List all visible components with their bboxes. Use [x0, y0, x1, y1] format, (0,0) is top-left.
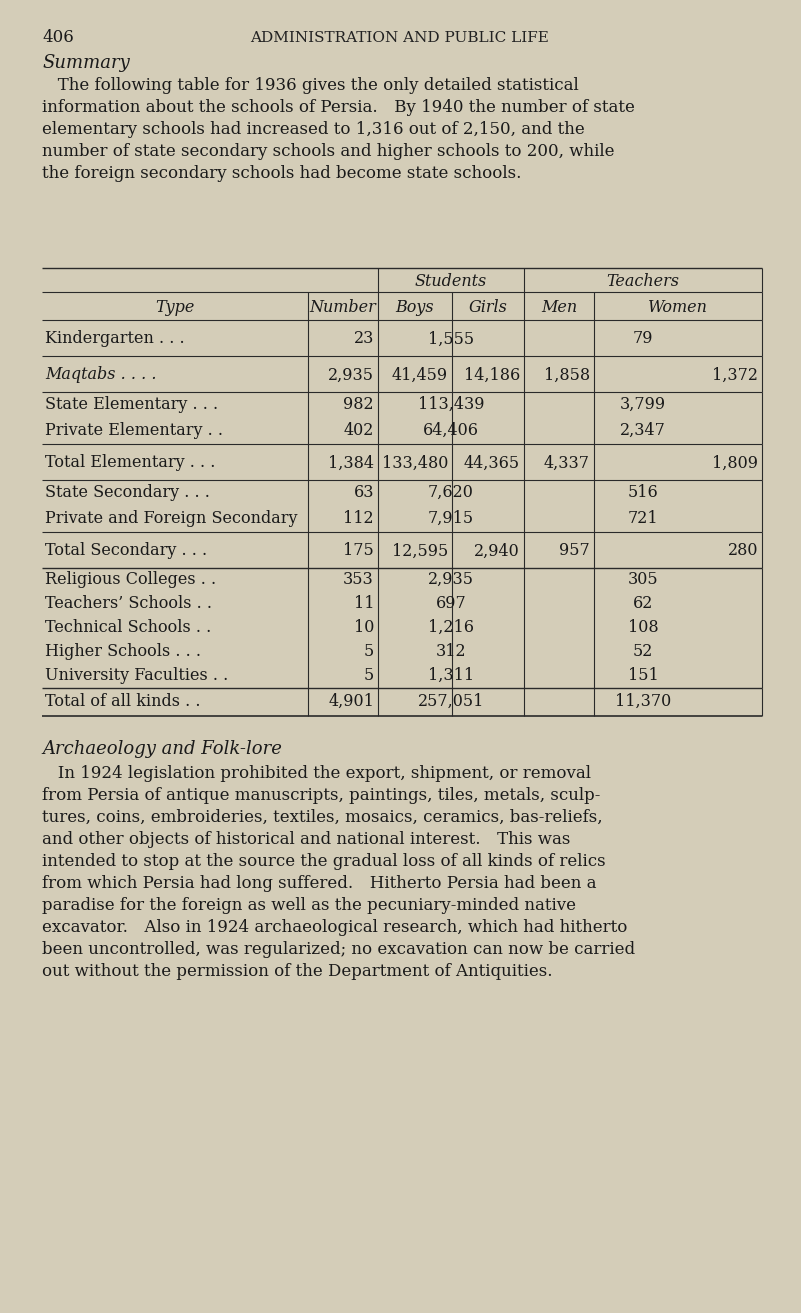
- Text: Students: Students: [415, 273, 487, 290]
- Text: 112: 112: [344, 509, 374, 527]
- Text: Archaeology and Folk-lore: Archaeology and Folk-lore: [42, 741, 282, 758]
- Text: 11: 11: [353, 595, 374, 612]
- Text: Number: Number: [310, 299, 376, 316]
- Text: 406: 406: [42, 29, 74, 46]
- Text: 11,370: 11,370: [615, 693, 671, 710]
- Text: 982: 982: [344, 397, 374, 412]
- Text: information about the schools of Persia. By 1940 the number of state: information about the schools of Persia.…: [42, 98, 635, 116]
- Text: 10: 10: [353, 618, 374, 635]
- Text: excavator. Also in 1924 archaeological research, which had hitherto: excavator. Also in 1924 archaeological r…: [42, 919, 627, 936]
- Text: 257,051: 257,051: [418, 693, 484, 710]
- Text: 62: 62: [633, 595, 653, 612]
- Text: 12,595: 12,595: [392, 542, 448, 559]
- Text: out without the permission of the Department of Antiquities.: out without the permission of the Depart…: [42, 962, 553, 979]
- Text: Private and Foreign Secondary: Private and Foreign Secondary: [45, 509, 297, 527]
- Text: 63: 63: [353, 484, 374, 500]
- Text: 280: 280: [727, 542, 758, 559]
- Text: been uncontrolled, was regularized; no excavation can now be carried: been uncontrolled, was regularized; no e…: [42, 941, 635, 958]
- Text: 2,935: 2,935: [328, 366, 374, 383]
- Text: ADMINISTRATION AND PUBLIC LIFE: ADMINISTRATION AND PUBLIC LIFE: [251, 32, 549, 45]
- Text: State Secondary . . .: State Secondary . . .: [45, 484, 210, 500]
- Text: tures, coins, embroideries, textiles, mosaics, ceramics, bas-reliefs,: tures, coins, embroideries, textiles, mo…: [42, 809, 602, 826]
- Text: number of state secondary schools and higher schools to 200, while: number of state secondary schools and hi…: [42, 143, 614, 160]
- Text: and other objects of historical and national interest. This was: and other objects of historical and nati…: [42, 831, 570, 848]
- Text: University Faculties . .: University Faculties . .: [45, 667, 228, 684]
- Text: 151: 151: [628, 667, 658, 684]
- Text: Type: Type: [155, 299, 195, 316]
- Text: 14,186: 14,186: [464, 366, 520, 383]
- Text: Teachers: Teachers: [606, 273, 679, 290]
- Text: 305: 305: [628, 571, 658, 588]
- Text: 1,372: 1,372: [712, 366, 758, 383]
- Text: Technical Schools . .: Technical Schools . .: [45, 618, 211, 635]
- Text: Kindergarten . . .: Kindergarten . . .: [45, 331, 184, 348]
- Text: Maqtabs . . . .: Maqtabs . . . .: [45, 366, 156, 383]
- Text: 44,365: 44,365: [464, 454, 520, 471]
- Text: 41,459: 41,459: [392, 366, 448, 383]
- Text: Total Elementary . . .: Total Elementary . . .: [45, 454, 215, 471]
- Text: 353: 353: [344, 571, 374, 588]
- Text: 402: 402: [344, 421, 374, 439]
- Text: Boys: Boys: [396, 299, 434, 316]
- Text: 5: 5: [364, 667, 374, 684]
- Text: 1,216: 1,216: [428, 618, 474, 635]
- Text: 64,406: 64,406: [423, 421, 479, 439]
- Text: 312: 312: [436, 642, 466, 659]
- Text: 79: 79: [633, 331, 654, 348]
- Text: from which Persia had long suffered. Hitherto Persia had been a: from which Persia had long suffered. Hit…: [42, 874, 597, 892]
- Text: Private Elementary . .: Private Elementary . .: [45, 421, 223, 439]
- Text: paradise for the foreign as well as the pecuniary-minded native: paradise for the foreign as well as the …: [42, 897, 576, 914]
- Text: 516: 516: [628, 484, 658, 500]
- Text: 113,439: 113,439: [418, 397, 485, 412]
- Text: The following table for 1936 gives the only detailed statistical: The following table for 1936 gives the o…: [42, 77, 579, 95]
- Text: 175: 175: [344, 542, 374, 559]
- Text: Summary: Summary: [42, 54, 130, 72]
- Text: 1,858: 1,858: [544, 366, 590, 383]
- Text: Women: Women: [648, 299, 708, 316]
- Text: elementary schools had increased to 1,316 out of 2,150, and the: elementary schools had increased to 1,31…: [42, 121, 585, 138]
- Text: the foreign secondary schools had become state schools.: the foreign secondary schools had become…: [42, 165, 521, 183]
- Text: 1,555: 1,555: [428, 331, 474, 348]
- Text: 1,809: 1,809: [712, 454, 758, 471]
- Text: intended to stop at the source the gradual loss of all kinds of relics: intended to stop at the source the gradu…: [42, 853, 606, 871]
- Text: 5: 5: [364, 642, 374, 659]
- Text: 7,620: 7,620: [428, 484, 474, 500]
- Text: 7,915: 7,915: [428, 509, 474, 527]
- Text: Girls: Girls: [469, 299, 508, 316]
- Text: from Persia of antique manuscripts, paintings, tiles, metals, sculp-: from Persia of antique manuscripts, pain…: [42, 786, 601, 804]
- Text: State Elementary . . .: State Elementary . . .: [45, 397, 218, 412]
- Text: 133,480: 133,480: [381, 454, 448, 471]
- Text: 721: 721: [628, 509, 658, 527]
- Text: Men: Men: [541, 299, 577, 316]
- Text: 4,337: 4,337: [544, 454, 590, 471]
- Text: Total Secondary . . .: Total Secondary . . .: [45, 542, 207, 559]
- Text: 957: 957: [559, 542, 590, 559]
- Text: 2,935: 2,935: [428, 571, 474, 588]
- Text: 1,311: 1,311: [428, 667, 474, 684]
- Text: 2,347: 2,347: [620, 421, 666, 439]
- Text: 108: 108: [628, 618, 658, 635]
- Text: In 1924 legislation prohibited the export, shipment, or removal: In 1924 legislation prohibited the expor…: [42, 765, 591, 783]
- Text: Higher Schools . . .: Higher Schools . . .: [45, 642, 201, 659]
- Text: Total of all kinds . .: Total of all kinds . .: [45, 693, 200, 710]
- Text: 1,384: 1,384: [328, 454, 374, 471]
- Text: Religious Colleges . .: Religious Colleges . .: [45, 571, 216, 588]
- Text: 4,901: 4,901: [328, 693, 374, 710]
- Text: 697: 697: [436, 595, 466, 612]
- Text: 52: 52: [633, 642, 653, 659]
- Text: 23: 23: [353, 331, 374, 348]
- Text: Teachers’ Schools . .: Teachers’ Schools . .: [45, 595, 212, 612]
- Text: 3,799: 3,799: [620, 397, 666, 412]
- Text: 2,940: 2,940: [474, 542, 520, 559]
